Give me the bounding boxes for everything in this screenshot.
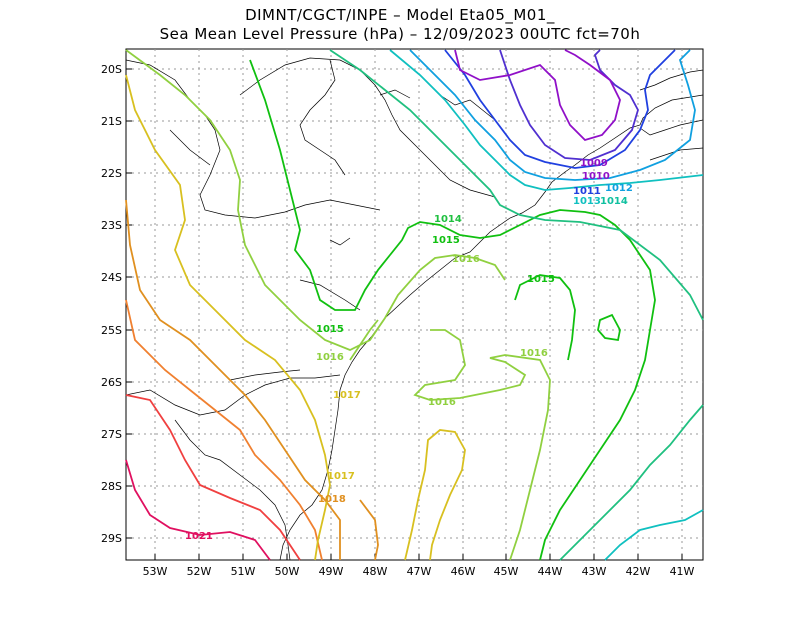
isobar-1017 <box>125 74 331 561</box>
lon-label: 52W <box>187 565 212 578</box>
tick-marks <box>126 68 683 560</box>
contour-label: 1014 <box>600 196 628 207</box>
lon-label: 47W <box>407 565 432 578</box>
contour-label: 1013 <box>573 196 601 207</box>
lon-label: 50W <box>275 565 300 578</box>
contour-label: 1018 <box>318 494 346 505</box>
contour-label: 1016 <box>428 397 456 408</box>
contour-label: 1017 <box>333 390 361 401</box>
lat-label: 26S <box>101 376 122 389</box>
isobar-1015 <box>249 59 656 561</box>
map-title-line2: Sea Mean Level Pressure (hPa) – 12/09/20… <box>159 25 641 43</box>
contour-label: 1011 <box>573 186 601 197</box>
contour-label: 1016 <box>452 254 480 265</box>
isobar-1011 <box>444 49 676 169</box>
lat-label: 27S <box>101 428 122 441</box>
isobar-1020 <box>125 394 301 561</box>
lon-label: 49W <box>319 565 344 578</box>
isobar-1015b <box>514 274 576 361</box>
lon-label: 45W <box>494 565 519 578</box>
lat-label: 21S <box>101 115 122 128</box>
longitude-labels: 53W 52W 51W 50W 49W 48W 47W 46W 45W 44W … <box>143 565 695 578</box>
contour-label: 1012 <box>605 183 633 194</box>
contour-label: 1015 <box>432 235 460 246</box>
isobars <box>125 49 704 561</box>
isobar-1013 <box>389 49 704 191</box>
isobar-1018b <box>359 499 379 561</box>
isobar-1012 <box>409 49 696 181</box>
graticule <box>126 49 703 560</box>
isobar-1019 <box>125 299 323 561</box>
isobar-1013b <box>604 509 704 561</box>
lat-label: 20S <box>101 63 122 76</box>
isobar-1016c <box>413 329 551 561</box>
isobar-1014b <box>559 404 704 561</box>
coastline-and-borders <box>125 57 704 561</box>
lon-label: 44W <box>538 565 563 578</box>
lon-label: 48W <box>363 565 388 578</box>
map-title-line1: DIMNT/CGCT/INPE – Model Eta05_M01_ <box>245 6 555 24</box>
lon-label: 42W <box>626 565 651 578</box>
isobar-1009 <box>454 49 621 142</box>
isobar-1021 <box>125 459 271 561</box>
contour-label: 1015 <box>316 324 344 335</box>
lat-label: 28S <box>101 480 122 493</box>
lat-label: 22S <box>101 167 122 180</box>
plot-frame <box>125 48 704 561</box>
contour-label: 1009 <box>580 158 608 169</box>
isobar-1018 <box>125 199 341 560</box>
lon-label: 51W <box>231 565 256 578</box>
isobar-1016 <box>125 49 506 351</box>
lon-label: 46W <box>451 565 476 578</box>
lat-label: 24S <box>101 271 122 284</box>
contour-label: 1021 <box>185 531 213 542</box>
contour-label: 1010 <box>582 171 610 182</box>
lon-label: 43W <box>582 565 607 578</box>
lat-label: 25S <box>101 324 122 337</box>
lat-label: 29S <box>101 532 122 545</box>
isobar-1017b <box>404 429 466 561</box>
isobar-1016b <box>349 319 379 361</box>
latitude-labels: 20S 21S 22S 23S 24S 25S 26S 27S 28S 29S <box>101 63 122 545</box>
contour-label: 1015 <box>527 274 555 285</box>
isobar-1015c <box>597 313 621 342</box>
contour-label: 1014 <box>434 214 462 225</box>
contour-labels: 1009 1010 1011 1012 1013 1014 1014 1015 … <box>185 158 633 542</box>
contour-label: 1016 <box>520 348 548 359</box>
isobar-1014 <box>329 49 704 321</box>
isobar-1010 <box>499 49 639 161</box>
lon-label: 53W <box>143 565 168 578</box>
lon-label: 41W <box>670 565 695 578</box>
contour-label: 1017 <box>327 471 355 482</box>
lat-label: 23S <box>101 219 122 232</box>
contour-label: 1016 <box>316 352 344 363</box>
